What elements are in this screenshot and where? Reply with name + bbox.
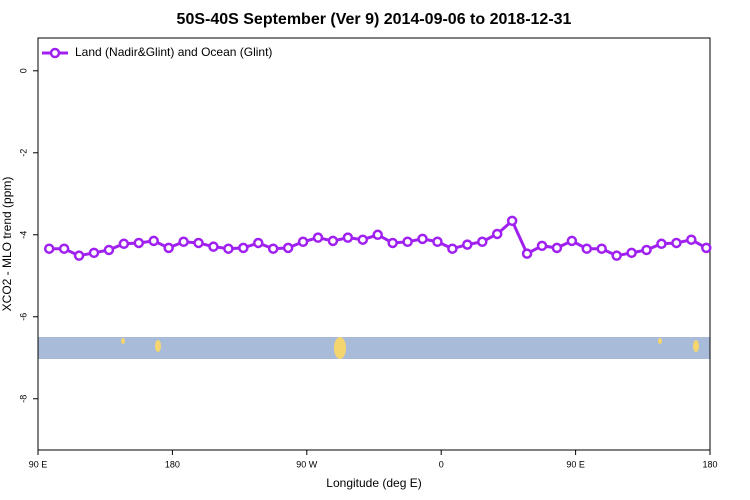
point: [58, 243, 70, 254]
point: [701, 242, 712, 254]
point: [596, 243, 607, 254]
point: [641, 244, 652, 256]
point: [611, 250, 622, 261]
x-tick-label: 0: [439, 459, 444, 469]
point: [73, 250, 85, 261]
point: [223, 243, 234, 254]
point: [118, 238, 130, 250]
y-tick-label: -8: [18, 395, 28, 403]
x-tick-label: 90 W: [296, 459, 318, 469]
point: [581, 243, 593, 254]
point: [462, 239, 473, 250]
y-tick-label: -2: [18, 149, 28, 157]
point: [282, 242, 294, 254]
point: [536, 240, 548, 252]
x-tick-label: 90 E: [566, 459, 585, 469]
point: [686, 234, 697, 245]
map-strip: [38, 337, 710, 359]
point: [566, 235, 578, 247]
chart-title: 50S-40S September (Ver 9) 2014-09-06 to …: [177, 11, 572, 28]
point: [43, 243, 55, 254]
point: [208, 241, 219, 252]
point: [671, 237, 682, 249]
point: [253, 237, 264, 249]
point: [402, 236, 413, 247]
point: [432, 236, 443, 247]
x-tick-label: 180: [165, 459, 180, 469]
y-tick-label: -6: [18, 313, 28, 321]
point: [88, 247, 100, 259]
point: [312, 232, 324, 243]
x-axis-label: Longitude (deg E): [326, 476, 421, 490]
point: [417, 233, 428, 245]
point: [103, 244, 115, 256]
point: [133, 237, 145, 249]
point: [626, 247, 637, 259]
point: [521, 248, 533, 259]
point: [267, 243, 279, 254]
point: [163, 242, 174, 254]
point: [447, 243, 458, 254]
point: [327, 235, 339, 247]
point: [387, 237, 398, 249]
point: [148, 235, 159, 247]
x-tick-label: 90 E: [29, 459, 48, 469]
x-tick-label: 180: [702, 459, 717, 469]
point: [178, 236, 189, 247]
point: [656, 238, 667, 250]
legend-marker: [49, 47, 61, 59]
legend-label: Land (Nadir&Glint) and Ocean (Glint): [75, 45, 272, 59]
y-tick-label: 0: [18, 68, 28, 73]
point: [551, 242, 563, 254]
point: [506, 215, 518, 227]
y-axis-label: XCO2 - MLO trend (ppm): [0, 177, 14, 312]
plot-frame: [37, 37, 711, 451]
point: [342, 232, 354, 243]
point: [372, 229, 383, 241]
y-tick-label: -4: [18, 231, 28, 239]
point: [238, 242, 249, 254]
point: [297, 236, 309, 247]
point: [477, 236, 488, 247]
point: [357, 234, 369, 245]
point: [491, 228, 503, 240]
point: [193, 237, 204, 249]
